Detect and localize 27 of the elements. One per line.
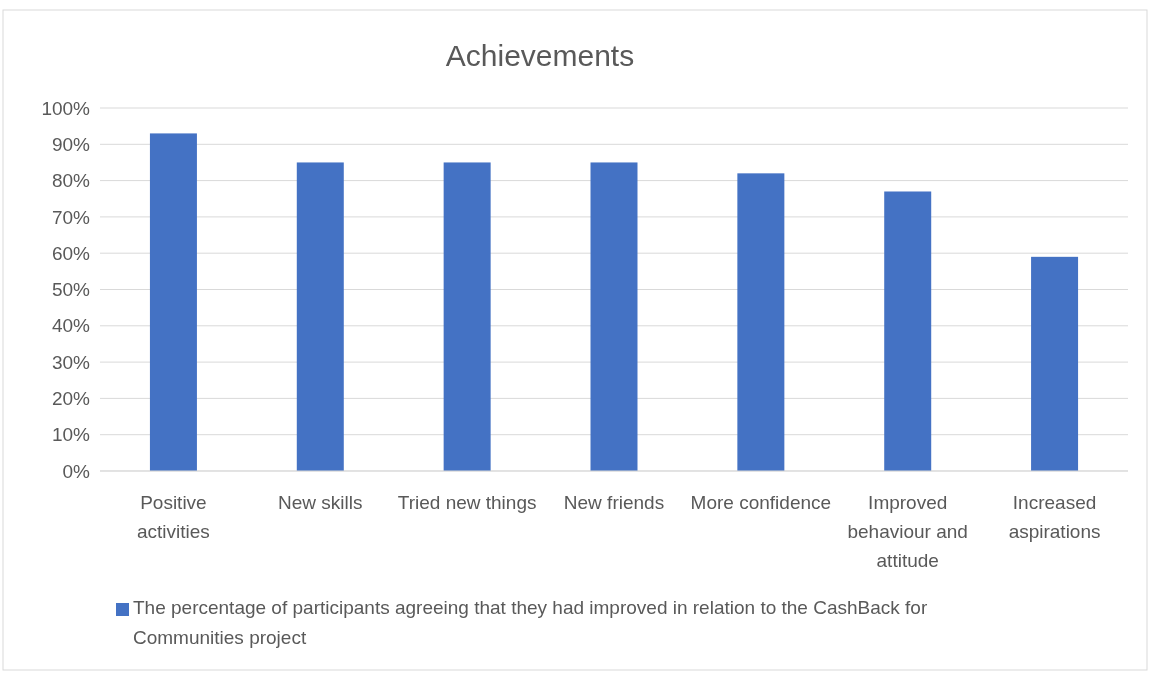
y-tick-label: 50% (51, 279, 91, 301)
x-tick-label: More confidence (690, 492, 832, 513)
x-tick-label: Increased aspirations (1008, 492, 1101, 542)
x-tick-label: New skills (278, 492, 363, 513)
legend-label: The percentage of participants agreeing that they had improved in relation to the CashBack for Communities project (133, 597, 928, 648)
y-tick-label: 20% (51, 388, 91, 410)
y-tick-label: 100% (41, 97, 91, 119)
bar (884, 191, 932, 471)
x-tick-label: New friends (563, 492, 665, 513)
x-tick-label: Positive activities (137, 492, 210, 542)
bar (590, 162, 638, 471)
x-tick-label: Improved behaviour and attitude (847, 492, 968, 571)
y-tick-label: 0% (62, 460, 91, 482)
bar (443, 162, 491, 471)
y-tick-label: 60% (51, 242, 91, 264)
bar (296, 162, 344, 471)
bar (149, 133, 197, 471)
bar (1031, 256, 1079, 471)
y-tick-label: 70% (51, 206, 91, 228)
y-tick-label: 80% (51, 170, 91, 192)
y-tick-label: 30% (51, 351, 91, 373)
y-tick-label: 10% (51, 424, 91, 446)
chart-title: Achievements (445, 39, 635, 72)
y-tick-label: 40% (51, 315, 91, 337)
y-tick-label: 90% (51, 133, 91, 155)
x-tick-label: Tried new things (397, 492, 537, 513)
bar (737, 173, 785, 471)
